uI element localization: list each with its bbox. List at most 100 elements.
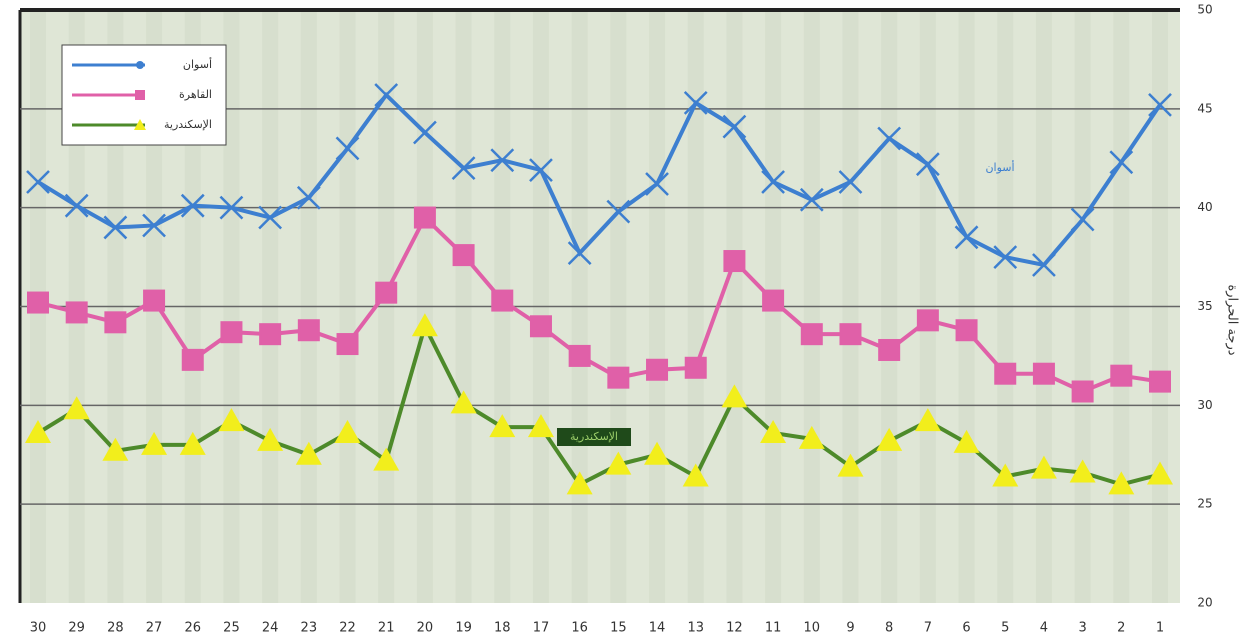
marker [837,453,864,477]
marker [682,463,709,487]
marker [373,447,400,471]
marker [527,414,554,438]
marker [27,291,49,314]
marker [295,441,322,465]
marker [646,358,669,381]
marker [723,250,746,273]
legend-label: أسوان [183,57,212,71]
x-tick-label: 4 [1040,621,1048,636]
marker [1108,471,1135,495]
marker [491,289,514,312]
legend-label: القاهرة [179,88,212,101]
marker [760,420,787,444]
marker [566,471,593,495]
marker [722,114,747,139]
marker [1070,207,1095,232]
y-tick-label: 40 [1197,200,1212,214]
marker [762,289,785,312]
legend-label: الإسكندرية [164,118,212,131]
marker [180,193,205,218]
x-tick-label: 26 [184,621,201,636]
marker [1069,459,1096,483]
marker [219,195,244,220]
x-tick-label: 14 [649,621,666,636]
marker [799,187,824,212]
legend-marker [135,90,145,100]
marker [567,241,592,266]
marker [141,431,168,455]
marker [26,170,50,194]
marker [800,323,823,346]
marker [798,425,825,449]
marker [878,338,901,361]
legend-marker [134,119,146,130]
annotation: أسوان [985,160,1014,174]
x-tick-label: 11 [765,621,782,636]
x-tick-label: 20 [417,621,434,636]
marker [143,289,166,312]
marker [721,384,748,408]
marker [915,152,940,177]
marker [258,205,283,230]
marker [64,193,89,218]
legend-marker [136,61,144,69]
marker [684,356,707,379]
marker [259,323,282,346]
marker [1032,253,1056,277]
marker [683,91,708,115]
x-tick-label: 29 [68,621,85,636]
marker [953,429,980,453]
marker [102,437,129,461]
marker [993,245,1018,269]
x-tick-label: 7 [924,621,932,636]
x-tick-label: 17 [533,621,550,636]
x-tick-label: 6 [962,621,970,636]
marker [1147,461,1173,485]
y-tick-label: 45 [1197,101,1212,115]
marker [220,321,243,344]
marker [450,390,477,414]
marker [218,408,245,432]
marker [334,420,361,444]
marker [413,206,436,229]
marker [1030,455,1057,479]
x-tick-label: 27 [146,621,163,636]
marker [607,366,630,389]
annotation-box [557,428,631,446]
series-line [36,91,1162,268]
x-tick-label: 23 [301,621,318,636]
marker [335,136,360,161]
x-tick-label: 18 [494,621,511,636]
marker [605,451,632,475]
marker [104,311,127,334]
x-tick-label: 5 [1001,621,1009,636]
marker [992,463,1019,487]
marker [375,281,398,304]
marker [257,427,284,451]
x-tick-label: 9 [846,621,854,636]
marker [413,120,437,145]
y-tick-label: 35 [1197,299,1212,313]
x-tick-label: 8 [885,621,893,636]
x-tick-label: 3 [1078,621,1086,636]
marker [955,319,978,342]
y-tick-label: 20 [1197,596,1212,610]
marker [954,225,979,250]
marker [451,156,476,181]
marker [25,420,51,444]
marker [452,244,475,267]
marker [916,309,939,332]
marker [1071,380,1094,403]
marker [645,172,669,196]
marker [181,348,204,371]
marker [1110,364,1133,387]
x-tick-label: 19 [455,621,472,636]
y-axis-label: درجة الحرارة [1225,284,1240,355]
marker [142,213,166,238]
x-tick-label: 30 [30,621,47,636]
x-tick-label: 10 [804,621,821,636]
marker [297,319,320,342]
marker [411,313,438,337]
marker [63,396,90,420]
